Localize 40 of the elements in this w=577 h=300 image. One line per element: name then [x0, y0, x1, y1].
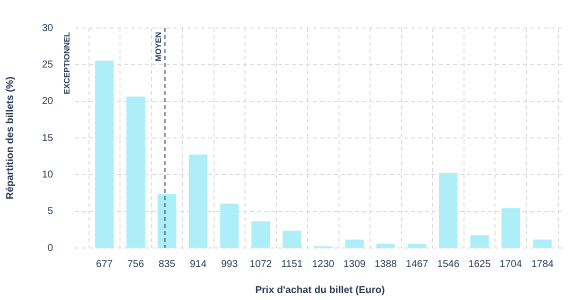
x-tick-label: 1072 [250, 258, 272, 270]
x-tick-label: 1230 [312, 258, 335, 270]
bar [158, 194, 176, 248]
bar [533, 240, 552, 248]
y-axis-title: Répartition des billets (%) [4, 76, 16, 200]
bar [470, 235, 489, 248]
y-tick-label: 15 [42, 132, 54, 144]
bar [345, 240, 364, 248]
bar [126, 96, 145, 248]
x-tick-label: 1625 [468, 258, 492, 270]
x-tick-label: 1704 [500, 258, 522, 270]
x-tick-label: 993 [221, 258, 238, 270]
x-tick-label: 835 [158, 258, 176, 270]
x-tick-label: 1309 [343, 258, 366, 270]
bar [438, 172, 458, 248]
x-axis-title: Prix d'achat du billet (Euro) [255, 284, 385, 296]
x-tick-label: 1546 [437, 258, 460, 270]
ref-line-label: MOYEN [154, 32, 164, 62]
x-tick-label: 756 [127, 258, 144, 270]
bar [220, 204, 239, 248]
y-tick-label: 25 [42, 59, 54, 70]
x-tick-label: 914 [190, 258, 207, 270]
y-tick-label: 10 [42, 169, 54, 180]
bar [188, 154, 208, 248]
bar [408, 244, 426, 248]
y-tick-label: 30 [42, 22, 54, 34]
text: EXCEPTIONNEL [62, 32, 72, 94]
x-tick-label: 677 [96, 258, 114, 270]
bar [251, 221, 270, 248]
bar [95, 60, 114, 248]
y-tick-label: 5 [48, 206, 54, 218]
y-tick-label: 20 [42, 96, 54, 108]
x-tick-label: 1388 [374, 258, 398, 270]
bar [501, 208, 520, 248]
x-tick-label: 1784 [531, 258, 554, 270]
bar [282, 230, 302, 248]
x-tick-label: 1467 [406, 258, 429, 270]
y-tick-label: 0 [48, 242, 54, 254]
x-tick-label: 1151 [281, 258, 304, 270]
bar [376, 244, 396, 248]
